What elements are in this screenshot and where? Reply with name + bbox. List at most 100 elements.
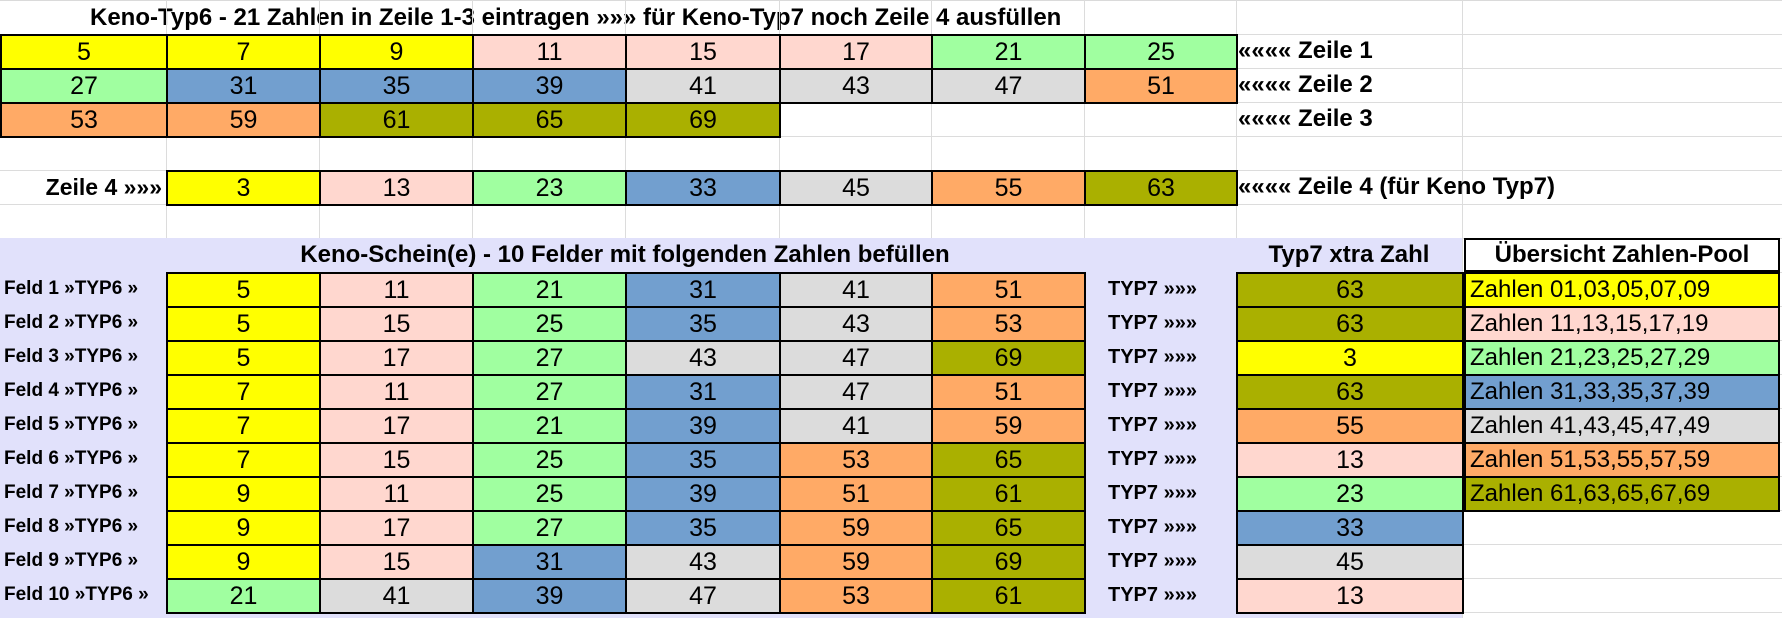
number-cell[interactable]: 27 bbox=[472, 510, 627, 546]
number-cell[interactable]: 69 bbox=[931, 544, 1086, 580]
number-cell[interactable]: 61 bbox=[931, 578, 1086, 614]
number-cell[interactable]: 7 bbox=[166, 442, 321, 478]
number-cell[interactable]: 41 bbox=[779, 408, 933, 444]
number-cell[interactable]: 17 bbox=[319, 340, 474, 376]
number-cell[interactable]: 5 bbox=[166, 272, 321, 308]
typ7-extra-cell[interactable]: 3 bbox=[1236, 340, 1464, 376]
number-cell[interactable]: 35 bbox=[319, 68, 474, 104]
number-cell[interactable]: 47 bbox=[931, 68, 1086, 104]
number-cell[interactable]: 9 bbox=[166, 510, 321, 546]
number-cell[interactable]: 7 bbox=[166, 34, 321, 70]
number-cell[interactable]: 15 bbox=[319, 442, 474, 478]
typ7-extra-cell[interactable]: 13 bbox=[1236, 442, 1464, 478]
number-cell[interactable]: 43 bbox=[779, 68, 933, 104]
number-cell[interactable]: 17 bbox=[319, 510, 474, 546]
number-cell[interactable]: 5 bbox=[166, 340, 321, 376]
number-cell[interactable]: 17 bbox=[779, 34, 933, 70]
number-cell[interactable]: 11 bbox=[319, 272, 474, 308]
typ7-extra-title: Typ7 xtra Zahl bbox=[1268, 241, 1430, 268]
number-cell[interactable]: 53 bbox=[931, 306, 1086, 342]
number-cell[interactable]: 69 bbox=[625, 102, 781, 138]
typ7-extra-cell[interactable]: 13 bbox=[1236, 578, 1464, 614]
typ7-extra-cell[interactable]: 45 bbox=[1236, 544, 1464, 580]
number-cell[interactable]: 43 bbox=[625, 544, 781, 580]
number-cell[interactable]: 51 bbox=[779, 476, 933, 512]
number-cell[interactable]: 15 bbox=[319, 306, 474, 342]
number-cell[interactable]: 53 bbox=[0, 102, 168, 138]
typ7-extra-cell[interactable]: 55 bbox=[1236, 408, 1464, 444]
typ7-extra-cell[interactable]: 63 bbox=[1236, 374, 1464, 410]
number-cell[interactable]: 39 bbox=[472, 578, 627, 614]
number-cell[interactable]: 5 bbox=[166, 306, 321, 342]
number-cell[interactable]: 51 bbox=[931, 272, 1086, 308]
number-cell[interactable]: 15 bbox=[625, 34, 781, 70]
number-cell[interactable]: 65 bbox=[931, 510, 1086, 546]
number-cell[interactable]: 63 bbox=[1084, 170, 1238, 206]
field-label: Feld 8 »TYP6 » bbox=[4, 516, 139, 537]
number-cell[interactable]: 11 bbox=[319, 476, 474, 512]
typ7-extra-cell[interactable]: 63 bbox=[1236, 306, 1464, 342]
number-cell[interactable]: 59 bbox=[779, 544, 933, 580]
number-cell[interactable]: 35 bbox=[625, 306, 781, 342]
number-cell[interactable]: 33 bbox=[625, 170, 781, 206]
number-cell[interactable]: 17 bbox=[319, 408, 474, 444]
number-cell[interactable]: 39 bbox=[625, 476, 781, 512]
number-cell[interactable]: 31 bbox=[625, 272, 781, 308]
number-cell[interactable]: 13 bbox=[319, 170, 474, 206]
number-cell[interactable]: 31 bbox=[472, 544, 627, 580]
number-cell[interactable]: 39 bbox=[625, 408, 781, 444]
number-cell[interactable]: 51 bbox=[1084, 68, 1238, 104]
number-cell[interactable]: 25 bbox=[1084, 34, 1238, 70]
number-cell[interactable]: 21 bbox=[472, 408, 627, 444]
number-cell[interactable]: 7 bbox=[166, 408, 321, 444]
number-cell[interactable]: 25 bbox=[472, 476, 627, 512]
number-cell[interactable]: 21 bbox=[166, 578, 321, 614]
number-cell[interactable]: 45 bbox=[779, 170, 933, 206]
number-cell[interactable]: 21 bbox=[931, 34, 1086, 70]
number-cell[interactable]: 47 bbox=[625, 578, 781, 614]
number-cell[interactable]: 53 bbox=[779, 442, 933, 478]
number-cell[interactable]: 25 bbox=[472, 442, 627, 478]
number-cell[interactable]: 41 bbox=[625, 68, 781, 104]
number-cell[interactable]: 9 bbox=[166, 544, 321, 580]
number-cell[interactable]: 35 bbox=[625, 510, 781, 546]
number-cell[interactable]: 59 bbox=[166, 102, 321, 138]
number-cell[interactable]: 51 bbox=[931, 374, 1086, 410]
number-cell[interactable]: 47 bbox=[779, 374, 933, 410]
number-cell[interactable]: 65 bbox=[931, 442, 1086, 478]
number-cell[interactable]: 11 bbox=[472, 34, 627, 70]
number-cell[interactable]: 31 bbox=[625, 374, 781, 410]
number-cell[interactable]: 7 bbox=[166, 374, 321, 410]
typ7-extra-cell[interactable]: 33 bbox=[1236, 510, 1464, 546]
number-cell[interactable]: 25 bbox=[472, 306, 627, 342]
number-cell[interactable]: 59 bbox=[779, 510, 933, 546]
number-cell[interactable]: 61 bbox=[319, 102, 474, 138]
number-cell[interactable]: 15 bbox=[319, 544, 474, 580]
number-cell[interactable]: 3 bbox=[166, 170, 321, 206]
typ7-extra-cell[interactable]: 23 bbox=[1236, 476, 1464, 512]
number-cell[interactable]: 27 bbox=[0, 68, 168, 104]
number-cell[interactable]: 9 bbox=[166, 476, 321, 512]
number-cell[interactable]: 59 bbox=[931, 408, 1086, 444]
number-cell[interactable]: 55 bbox=[931, 170, 1086, 206]
number-cell[interactable]: 43 bbox=[625, 340, 781, 376]
number-cell[interactable]: 21 bbox=[472, 272, 627, 308]
typ7-extra-cell[interactable]: 63 bbox=[1236, 272, 1464, 308]
number-cell[interactable]: 9 bbox=[319, 34, 474, 70]
number-cell[interactable]: 41 bbox=[779, 272, 933, 308]
number-cell[interactable]: 47 bbox=[779, 340, 933, 376]
number-cell[interactable]: 53 bbox=[779, 578, 933, 614]
number-cell[interactable]: 69 bbox=[931, 340, 1086, 376]
number-cell[interactable]: 61 bbox=[931, 476, 1086, 512]
number-cell[interactable]: 31 bbox=[166, 68, 321, 104]
number-cell[interactable]: 65 bbox=[472, 102, 627, 138]
number-cell[interactable]: 5 bbox=[0, 34, 168, 70]
number-cell[interactable]: 35 bbox=[625, 442, 781, 478]
number-cell[interactable]: 41 bbox=[319, 578, 474, 614]
number-cell[interactable]: 43 bbox=[779, 306, 933, 342]
number-cell[interactable]: 27 bbox=[472, 374, 627, 410]
number-cell[interactable]: 23 bbox=[472, 170, 627, 206]
number-cell[interactable]: 39 bbox=[472, 68, 627, 104]
number-cell[interactable]: 11 bbox=[319, 374, 474, 410]
number-cell[interactable]: 27 bbox=[472, 340, 627, 376]
